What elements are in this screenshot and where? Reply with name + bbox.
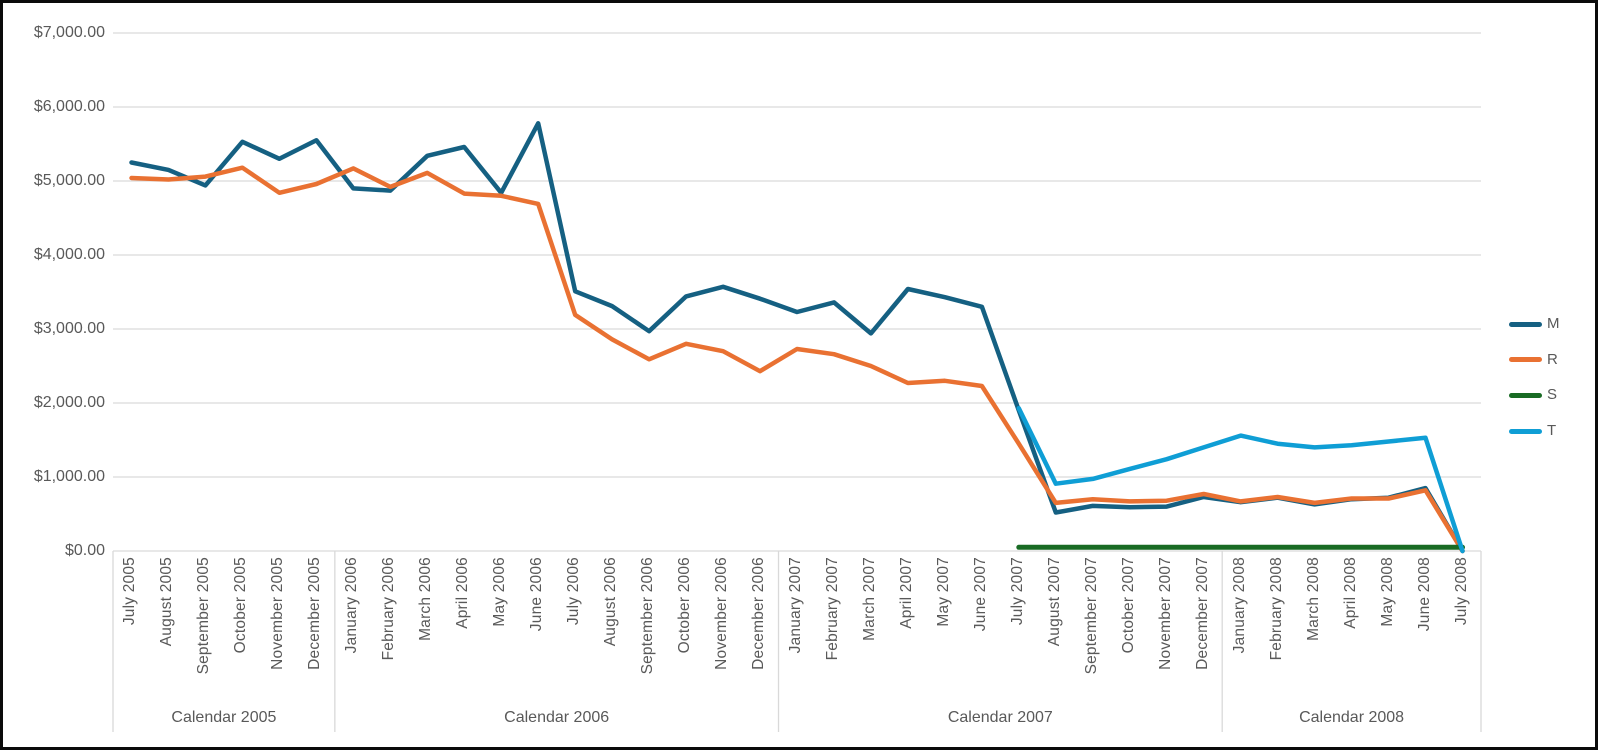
month-label: May 2007	[934, 557, 952, 627]
y-axis-tick-label: $4,000.00	[33, 246, 105, 263]
y-axis-tick-label: $6,000.00	[33, 98, 105, 115]
legend-item-T: T	[1509, 420, 1556, 442]
legend-swatch-R	[1509, 357, 1542, 363]
legend-label: S	[1547, 386, 1558, 404]
month-label: October 2007	[1119, 557, 1137, 654]
month-label: April 2007	[897, 557, 915, 629]
y-axis-tick-label: $7,000.00	[33, 24, 105, 41]
month-label: December 2007	[1193, 557, 1211, 670]
series-T-line	[1016, 405, 1465, 554]
month-label: February 2007	[823, 557, 841, 661]
y-axis-tick-label: $3,000.00	[33, 320, 105, 337]
month-label: March 2007	[860, 557, 878, 641]
month-label: March 2006	[417, 557, 435, 641]
month-label: February 2006	[380, 557, 398, 661]
month-label: December 2006	[750, 557, 768, 670]
legend-label: T	[1547, 422, 1557, 440]
legend-label: R	[1547, 350, 1558, 368]
year-label: Calendar 2006	[504, 709, 610, 726]
month-label: August 2006	[602, 557, 620, 647]
month-label: December 2005	[306, 557, 324, 670]
month-label: July 2006	[565, 557, 583, 626]
month-label: January 2006	[343, 557, 361, 654]
year-label: Calendar 2005	[171, 709, 277, 726]
y-axis-tick-label: $2,000.00	[33, 394, 105, 411]
month-label: September 2005	[195, 557, 213, 675]
month-label: July 2008	[1452, 557, 1470, 626]
month-label: November 2007	[1156, 557, 1174, 670]
series-M-line	[129, 121, 1465, 554]
legend-item-S: S	[1509, 384, 1557, 406]
legend-item-R: R	[1509, 349, 1558, 371]
month-label: May 2008	[1378, 557, 1396, 627]
month-label: July 2007	[1008, 557, 1026, 626]
month-label: March 2008	[1304, 557, 1322, 641]
month-label: January 2008	[1230, 557, 1248, 654]
month-label: April 2006	[454, 557, 472, 629]
month-label: June 2008	[1415, 557, 1433, 632]
month-label: September 2007	[1082, 557, 1100, 675]
year-label: Calendar 2007	[947, 709, 1053, 726]
legend-swatch-T	[1509, 428, 1542, 434]
legend-swatch-M	[1509, 321, 1542, 327]
month-label: June 2006	[528, 557, 546, 632]
legend-swatch-S	[1509, 392, 1542, 398]
y-axis-tick-label: $5,000.00	[33, 172, 105, 189]
month-label: April 2008	[1341, 557, 1359, 629]
month-label: June 2007	[971, 557, 989, 632]
month-label: October 2006	[676, 557, 694, 654]
month-label: November 2005	[269, 557, 287, 670]
legend-label: M	[1547, 315, 1560, 332]
year-label: Calendar 2008	[1299, 709, 1405, 726]
month-label: May 2006	[491, 557, 509, 627]
month-label: January 2007	[787, 557, 804, 654]
series-R-line	[129, 165, 1465, 554]
y-axis-tick-label: $1,000.00	[33, 468, 105, 485]
month-label: August 2005	[158, 557, 176, 647]
y-axis-tick-label: $0.00	[64, 542, 105, 559]
month-label: July 2005	[121, 557, 139, 626]
legend-item-M: M	[1509, 313, 1560, 335]
plot-area	[112, 32, 1482, 732]
month-label: August 2007	[1045, 557, 1063, 647]
month-label: October 2005	[232, 557, 250, 654]
month-label: September 2006	[639, 557, 657, 675]
month-label: November 2006	[713, 557, 731, 670]
month-label: February 2008	[1267, 557, 1285, 661]
